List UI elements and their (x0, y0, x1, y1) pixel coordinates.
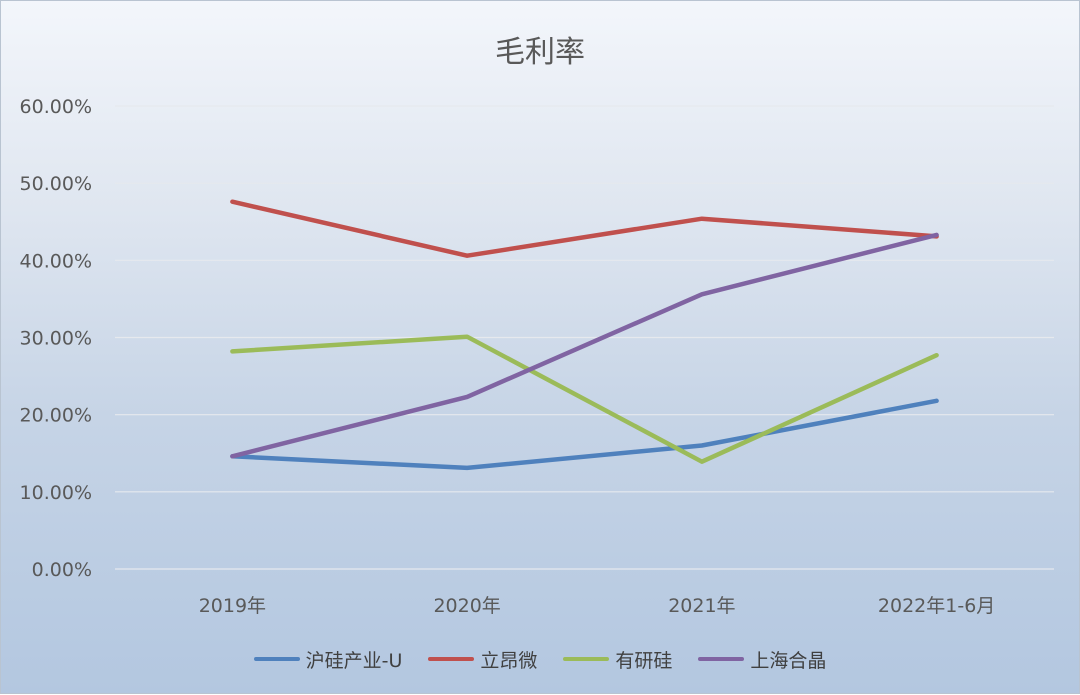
y-tick-label: 10.00% (20, 482, 92, 504)
legend-swatch (253, 657, 300, 661)
chart-legend: 沪硅产业-U 立昂微 有研硅 上海合晶 (1, 644, 1079, 674)
legend-label: 上海合晶 (750, 649, 827, 672)
series-line (230, 199, 939, 258)
x-tick-label: 2019年 (199, 595, 266, 617)
y-tick-label: 20.00% (20, 405, 92, 427)
y-tick-label: 60.00% (20, 96, 92, 118)
legend-item: 有研硅 (563, 646, 672, 673)
y-tick-label: 40.00% (20, 250, 92, 272)
series-line (230, 232, 939, 459)
series-line (230, 398, 939, 471)
legend-swatch (563, 657, 610, 661)
legend-label: 有研硅 (615, 649, 673, 672)
x-tick-label: 2020年 (433, 595, 500, 617)
x-tick-label: 2022年1-6月 (878, 595, 995, 617)
series-line (230, 334, 939, 464)
y-tick-label: 50.00% (20, 173, 92, 195)
legend-item: 上海合晶 (698, 646, 826, 673)
y-tick-label: 30.00% (20, 328, 92, 350)
y-tick-label: 0.00% (32, 559, 92, 581)
legend-label: 沪硅产业-U (305, 649, 403, 672)
legend-swatch (698, 657, 745, 661)
x-tick-label: 2021年 (668, 595, 735, 617)
legend-label: 立昂微 (480, 649, 538, 672)
chart-title: 毛利率 (495, 35, 585, 70)
legend-item: 沪硅产业-U (253, 646, 403, 673)
legend-swatch (428, 657, 475, 661)
legend-item: 立昂微 (428, 646, 537, 673)
